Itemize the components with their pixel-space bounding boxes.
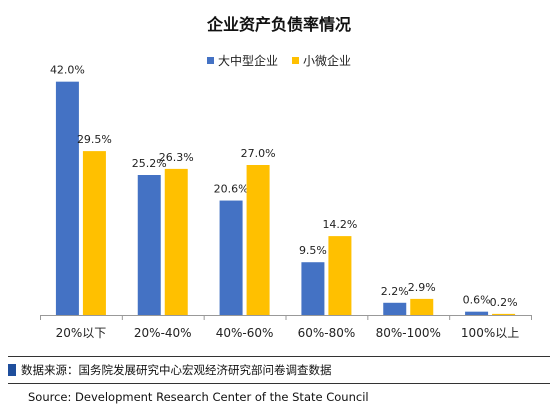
bar-chart-plot: 20%以下 42.0% 29.5% 20%-40% 25.2%26.3% 40%-60% 2…: [40, 64, 532, 340]
x-tick-label: 60%-80%: [298, 326, 356, 340]
bar-large-medium: [55, 81, 79, 316]
bar-small-micro: [410, 298, 434, 315]
chart-legend: 大中型企业 小微企业: [0, 52, 558, 69]
data-label: 29.5%: [77, 133, 112, 146]
legend-item-series-0: 大中型企业: [206, 52, 278, 69]
bar-small-micro: [164, 168, 188, 315]
chart-title: 企业资产负债率情况: [206, 15, 351, 34]
data-label: 2.9%: [408, 281, 436, 294]
x-tick-label: 100%以上: [461, 326, 519, 340]
bar-small-micro: [328, 236, 352, 315]
bar-large-medium: [465, 311, 489, 315]
footer-divider-top: [8, 356, 550, 357]
x-tick-label: 40%-60%: [216, 326, 274, 340]
data-label: 42.0%: [50, 64, 85, 77]
data-label: 27.0%: [241, 147, 276, 160]
data-label: 26.3%: [159, 151, 194, 164]
x-tick-label: 20%以下: [56, 326, 107, 340]
x-tick-label: 20%-40%: [134, 326, 192, 340]
x-tick-label: 80%-100%: [376, 326, 441, 340]
source-note-cn: 数据来源：国务院发展研究中心宏观经济研究部问卷调查数据: [8, 362, 332, 378]
source-text-en: Source: Development Research Center of t…: [28, 390, 369, 404]
data-label: 0.2%: [490, 296, 518, 309]
data-label: 25.2%: [132, 157, 167, 170]
bar-large-medium: [301, 262, 325, 315]
legend-swatch-series-1: [292, 57, 299, 64]
legend-swatch-series-0: [206, 57, 214, 64]
legend-label-series-1: 小微企业: [303, 54, 352, 68]
source-marker-icon: [8, 364, 16, 376]
source-text-cn: 数据来源：国务院发展研究中心宏观经济研究部问卷调查数据: [21, 363, 332, 377]
data-label: 14.2%: [322, 218, 357, 231]
bar-large-medium: [383, 302, 407, 315]
data-label: 20.6%: [214, 183, 249, 196]
bar-small-micro: [82, 151, 106, 315]
data-label: 0.6%: [463, 294, 491, 307]
data-label: 9.5%: [299, 244, 327, 257]
footer-divider-mid: [8, 383, 550, 384]
bar-large-medium: [137, 175, 161, 315]
legend-label-series-0: 大中型企业: [217, 54, 278, 68]
bar-small-micro: [246, 165, 270, 315]
legend-item-series-1: 小微企业: [292, 52, 351, 69]
bar-large-medium: [219, 200, 243, 315]
bar-small-micro: [492, 313, 516, 315]
data-label: 2.2%: [381, 285, 409, 298]
